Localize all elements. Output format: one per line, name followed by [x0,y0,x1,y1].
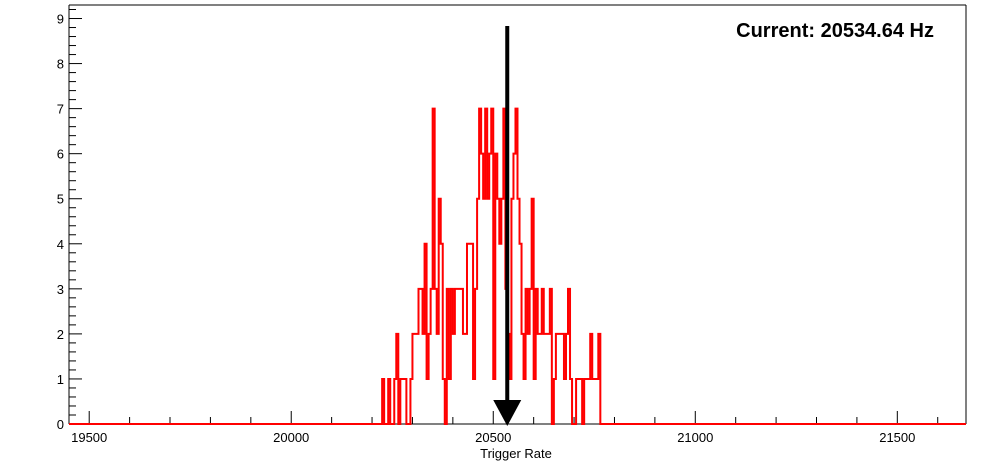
y-tick-label: 9 [57,12,64,27]
frame [68,4,967,425]
x-tick-label: 20000 [273,430,309,445]
x-tick-label: 21000 [677,430,713,445]
y-tick-label: 1 [57,372,64,387]
x-tick-label: 21500 [879,430,915,445]
axis-ticks: 0 1 2 3 4 5 6 7 8 9 19500 20000 20500 21000 21500 [57,9,939,445]
x-axis-title: Trigger Rate [480,446,552,461]
y-tick-label: 4 [57,237,64,252]
y-tick-label: 2 [57,327,64,342]
y-tick-label: 5 [57,192,64,207]
y-tick-label: 7 [57,102,64,117]
y-tick-label: 8 [57,57,64,72]
y-tick-label: 0 [57,417,64,432]
current-rate-label: Current: 20534.64 Hz [736,20,934,42]
y-tick-label: 3 [57,282,64,297]
y-tick-label: 6 [57,147,64,162]
arrow-head [493,400,522,426]
x-tick-label: 19500 [71,430,107,445]
x-tick-label: 20500 [475,430,511,445]
histogram-series-line [69,107,966,425]
current-value-arrow [493,26,522,426]
